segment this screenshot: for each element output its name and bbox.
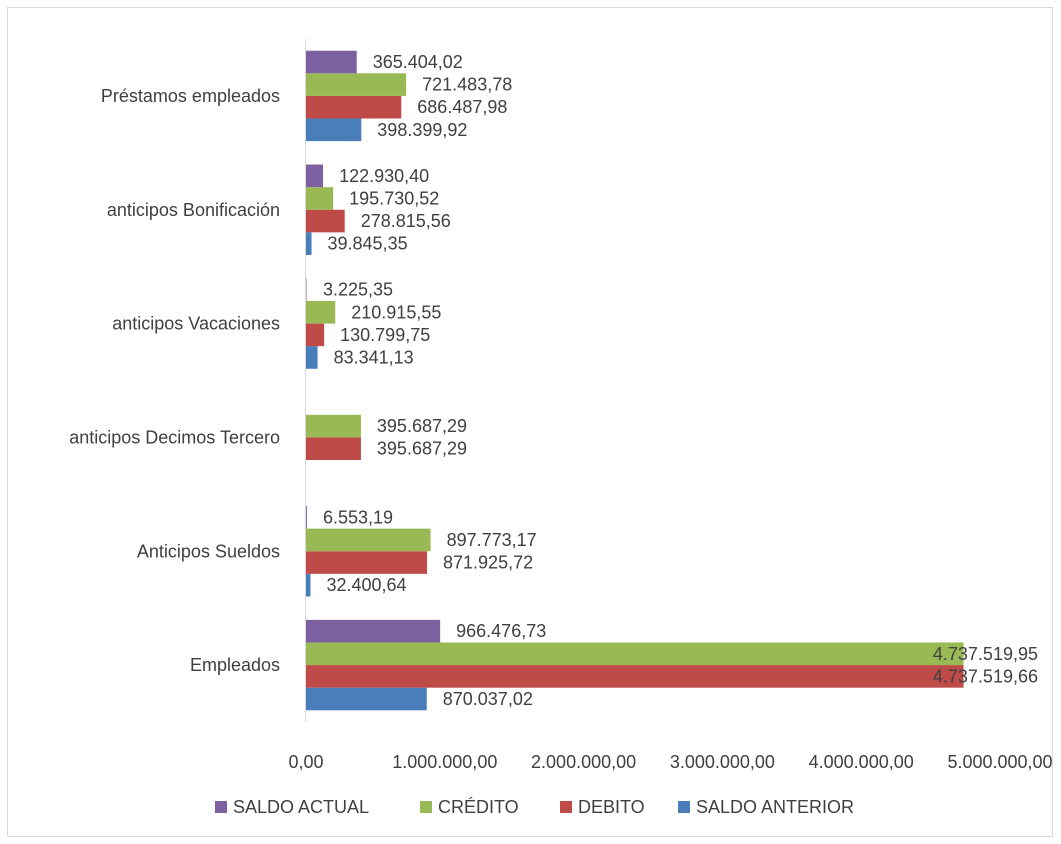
- legend-label: SALDO ANTERIOR: [696, 797, 854, 817]
- category-label: anticipos Bonificación: [107, 200, 280, 220]
- data-label: 130.799,75: [340, 325, 430, 345]
- bar: [306, 323, 325, 347]
- legend-swatch: [420, 801, 432, 813]
- data-label: 210.915,55: [351, 302, 441, 322]
- data-label: 870.037,02: [443, 689, 533, 709]
- x-tick-label: 0,00: [288, 752, 323, 772]
- data-label: 83.341,13: [334, 347, 414, 367]
- bar: [306, 164, 324, 188]
- bar: [306, 437, 361, 461]
- data-label: 4.737.519,95: [933, 644, 1038, 664]
- bar: [306, 619, 441, 643]
- x-tick-label: 1.000.000,00: [392, 752, 497, 772]
- data-label: 871.925,72: [443, 553, 533, 573]
- bar: [306, 232, 312, 255]
- category-label: Empleados: [190, 655, 280, 675]
- category-label: Anticipos Sueldos: [137, 541, 280, 561]
- data-label: 398.399,92: [377, 120, 467, 140]
- x-tick-label: 4.000.000,00: [809, 752, 914, 772]
- bar: [306, 346, 318, 369]
- legend-label: DEBITO: [578, 797, 645, 817]
- bar: [306, 414, 361, 438]
- bar: [306, 73, 407, 96]
- legend-swatch: [215, 801, 227, 813]
- bar: [306, 687, 427, 711]
- data-label: 122.930,40: [339, 166, 429, 186]
- x-tick-label: 2.000.000,00: [531, 752, 636, 772]
- bar: [306, 95, 402, 119]
- data-label: 195.730,52: [349, 188, 439, 208]
- legend-swatch: [560, 801, 572, 813]
- data-label: 6.553,19: [323, 507, 393, 527]
- data-label: 897.773,17: [447, 530, 537, 550]
- data-label: 395.687,29: [377, 416, 467, 436]
- data-label: 966.476,73: [456, 621, 546, 641]
- data-label: 395.687,29: [377, 439, 467, 459]
- data-label: 721.483,78: [422, 75, 512, 95]
- bar: [306, 209, 345, 233]
- bar: [306, 642, 964, 666]
- data-label: 686.487,98: [417, 97, 507, 117]
- legend-swatch: [678, 801, 690, 813]
- data-label: 3.225,35: [323, 280, 393, 300]
- bar: [306, 118, 362, 142]
- x-tick-label: 5.000.000,00: [947, 752, 1052, 772]
- bar: [306, 528, 431, 552]
- legend-label: SALDO ACTUAL: [233, 797, 369, 817]
- chart-frame: [7, 7, 1053, 837]
- category-label: Préstamos empleados: [101, 86, 280, 106]
- bar: [306, 50, 357, 74]
- data-label: 365.404,02: [373, 52, 463, 72]
- bar: [306, 573, 311, 597]
- data-label: 32.400,64: [326, 575, 406, 595]
- category-label: anticipos Decimos Tercero: [69, 427, 280, 447]
- bar: [306, 506, 307, 529]
- category-label: anticipos Vacaciones: [112, 314, 280, 334]
- bar: [306, 551, 428, 574]
- data-label: 4.737.519,66: [933, 666, 1038, 686]
- x-tick-label: 3.000.000,00: [670, 752, 775, 772]
- bar: [306, 187, 334, 210]
- legend-label: CRÉDITO: [438, 797, 519, 817]
- bar: [306, 665, 964, 688]
- data-label: 39.845,35: [328, 234, 408, 254]
- data-label: 278.815,56: [361, 211, 451, 231]
- bar: [306, 300, 336, 324]
